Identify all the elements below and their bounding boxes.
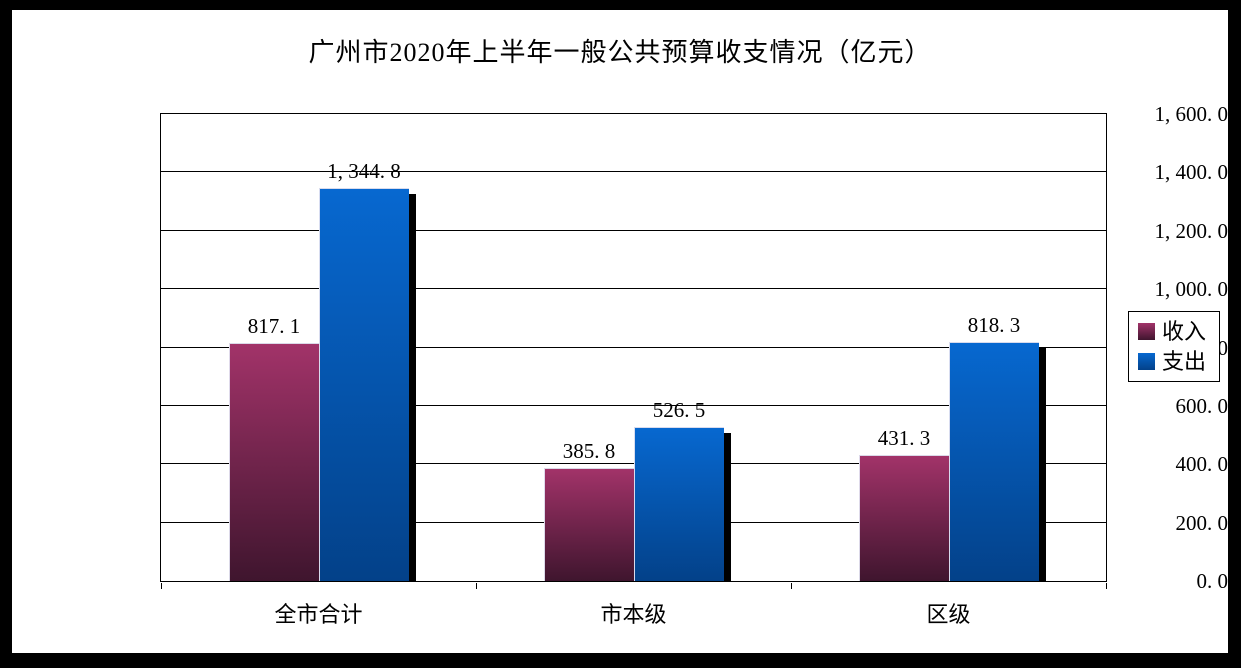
x-tick-mark [1106, 583, 1107, 589]
bar-收入-区级 [859, 455, 949, 581]
bar-shadow [724, 433, 731, 581]
chart-canvas: 广州市2020年上半年一般公共预算收支情况（亿元） 0. 0 200. 0 400.… [12, 10, 1228, 653]
y-tick-label: 1, 000. 0 [1154, 277, 1229, 302]
y-tick-label: 1, 600. 0 [1154, 102, 1229, 126]
y-tick-label: 1, 200. 0 [1154, 218, 1229, 243]
bar-value-label: 431. 3 [877, 426, 931, 450]
bar-value-label: 526. 5 [652, 398, 706, 422]
legend-label-expenditure: 支出 [1162, 348, 1207, 374]
x-tick-mark [791, 583, 792, 589]
income-swatch-icon [1138, 323, 1155, 340]
bar-支出-市本级 [634, 427, 724, 581]
gridline [161, 404, 1106, 406]
category-label: 全市合计 [274, 602, 363, 627]
bar-shadow [409, 194, 416, 581]
gridline [161, 346, 1106, 348]
gridline [161, 113, 1106, 114]
bar-收入-全市合计 [229, 343, 319, 581]
expenditure-swatch-icon [1138, 353, 1155, 370]
x-tick-mark [476, 583, 477, 589]
y-tick-label: 600. 0 [1175, 393, 1229, 418]
legend-label-income: 收入 [1162, 318, 1207, 344]
y-tick-label: 200. 0 [1175, 510, 1229, 535]
legend-item-income: 收入 [1138, 318, 1219, 344]
bar-支出-全市合计 [319, 188, 409, 581]
legend-item-expenditure: 支出 [1138, 348, 1219, 374]
bar-value-label: 385. 8 [562, 439, 616, 463]
bar-value-label: 817. 1 [247, 314, 301, 338]
x-tick-mark [161, 583, 162, 589]
chart-title: 广州市2020年上半年一般公共预算收支情况（亿元） [308, 38, 932, 67]
bar-收入-市本级 [544, 468, 634, 581]
legend: 收入 支出 [1128, 311, 1220, 382]
bar-value-label: 818. 3 [967, 313, 1021, 337]
y-tick-label: 400. 0 [1175, 452, 1229, 477]
bar-shadow [1039, 348, 1046, 581]
gridline [161, 463, 1106, 465]
plot-area: 817. 1 1, 344. 8 全市合计 385. 8 526. 5 市本级 431. 3… [160, 113, 1107, 627]
bar-支出-区级 [949, 342, 1039, 581]
category-label: 市本级 [600, 602, 667, 627]
gridline [161, 229, 1106, 231]
bar-value-label: 1, 344. 8 [327, 159, 401, 183]
gridline [161, 288, 1106, 290]
gridline [161, 171, 1106, 173]
y-tick-label: 0. 0 [1196, 569, 1229, 593]
y-tick-label: 1, 400. 0 [1154, 160, 1229, 185]
category-label: 区级 [926, 602, 971, 627]
